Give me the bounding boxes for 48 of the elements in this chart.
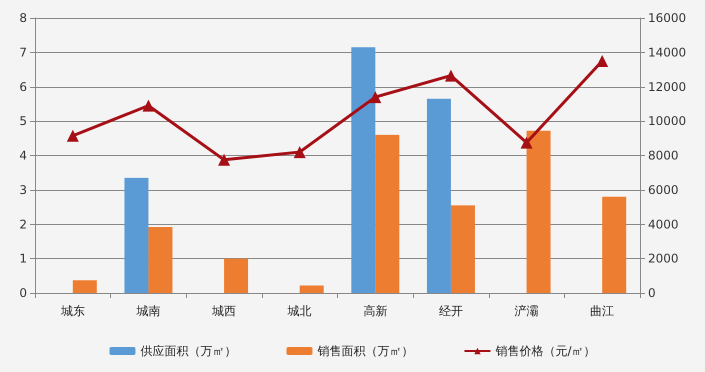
y2-tick-label: 4000 [648,217,679,232]
bar [526,130,551,293]
y-tick-label: 2 [19,217,27,232]
bar [375,134,400,293]
y-tick-label: 5 [19,114,27,128]
bar [72,280,97,293]
y-tick-label: 7 [19,45,27,60]
y2-tick-label: 16000 [648,11,686,25]
x-tick-label: 城西 [211,304,236,318]
point [294,146,306,158]
point [369,91,382,104]
x-tick-label: 城东 [60,304,85,318]
y2-tick-label: 10000 [648,114,686,128]
y2-tick-label: 14000 [648,45,686,60]
point [596,54,608,67]
y-tick-label: 8 [19,11,27,25]
bar [602,196,626,293]
point [520,136,533,149]
x-tick-label: 城北 [286,304,312,318]
point [218,154,230,166]
x-tick-label: 高新 [363,304,388,318]
point [444,70,457,82]
x-tick-label: 经开 [438,304,463,318]
bar [426,98,451,293]
y-tick-label: 3 [19,182,27,197]
legend-label: 销售价格（元/㎡） [494,344,596,358]
bar [300,285,324,293]
y2-tick-label: 12000 [648,80,686,94]
point [142,100,154,112]
y-tick-label: 0 [19,286,27,300]
bar [351,47,376,293]
bar [124,178,148,293]
bar [148,227,172,293]
x-tick-label: 城南 [135,304,160,318]
bar [450,205,475,293]
y2-tick-label: 6000 [648,182,679,197]
legend-label: 供应面积（万㎡） [140,344,236,358]
y2-tick-label: 2000 [648,252,679,266]
legend-label: 销售面积（万㎡） [316,344,414,358]
y-tick-label: 4 [19,148,27,162]
x-tick-label: 浐灞 [514,304,539,318]
bar [224,258,248,293]
y2-tick-label: 0 [648,286,656,300]
y2-tick-label: 8000 [648,148,679,162]
y-tick-label: 1 [19,252,27,266]
point [66,130,79,142]
y-tick-label: 6 [19,80,27,94]
x-tick-label: 曲江 [590,304,614,318]
